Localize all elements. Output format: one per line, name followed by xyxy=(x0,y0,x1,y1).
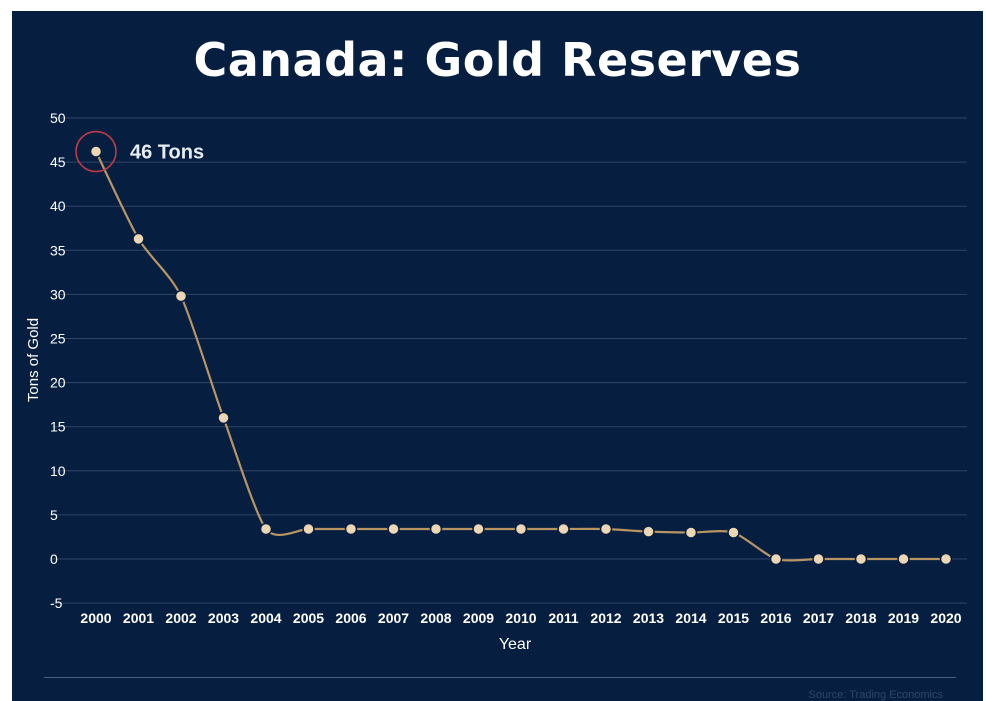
chart-card: Canada: Gold Reserves 50 45 40 35 30 25 20 15 10… xyxy=(12,11,983,701)
data-point-2007 xyxy=(387,522,400,536)
data-point-2004 xyxy=(259,522,273,536)
x-tick-label: 2000 xyxy=(80,610,111,626)
x-tick-label: 2002 xyxy=(165,610,196,626)
y-tick-label: 40 xyxy=(50,198,66,214)
footer-divider xyxy=(44,677,956,678)
data-point-2013 xyxy=(642,525,655,538)
y-tick-label: 35 xyxy=(50,242,66,258)
data-point-2014 xyxy=(684,526,698,539)
x-tick-label: 2017 xyxy=(803,610,834,626)
data-point-2015 xyxy=(727,526,740,539)
y-tick-label: 15 xyxy=(50,419,66,435)
series-line xyxy=(95,151,946,562)
x-tick-label: 2011 xyxy=(548,610,579,626)
x-axis-label: Year xyxy=(499,636,532,653)
data-point-2009 xyxy=(472,522,485,536)
x-tick-label: 2015 xyxy=(718,610,749,626)
data-point-2019 xyxy=(897,552,910,566)
y-tick-label: 5 xyxy=(50,507,58,523)
data-point-2017 xyxy=(812,552,825,566)
data-point-2006 xyxy=(344,522,358,536)
y-tick-label: 45 xyxy=(50,154,66,170)
data-point-2001 xyxy=(132,232,145,246)
x-tick-label: 2014 xyxy=(675,610,706,626)
y-tick-label: 30 xyxy=(50,286,66,302)
data-point-2016 xyxy=(769,552,783,566)
x-tick-label: 2012 xyxy=(590,610,621,626)
source-note: Source: Trading Economics xyxy=(808,689,943,701)
data-point-2012 xyxy=(599,522,613,536)
y-tick-label: 25 xyxy=(50,331,66,347)
grid-lines xyxy=(52,117,967,604)
x-tick-label: 2005 xyxy=(293,610,324,626)
y-tick-label: -5 xyxy=(50,595,63,611)
chart-title: Canada: Gold Reserves xyxy=(193,33,802,87)
highlight-ring xyxy=(75,130,117,173)
data-point-2020 xyxy=(939,552,953,566)
x-axis-ticks: 2000 2001 2002 2003 2004 2005 2006 2007 2008 2009… xyxy=(80,610,961,626)
x-tick-label: 2007 xyxy=(378,610,409,626)
y-tick-label: 0 xyxy=(50,551,58,567)
y-tick-label: 20 xyxy=(50,375,66,391)
data-point-2000 xyxy=(89,145,103,158)
data-point-2008 xyxy=(429,522,443,536)
x-tick-label: 2001 xyxy=(123,610,154,626)
y-tick-label: 50 xyxy=(50,110,66,126)
data-point-2010 xyxy=(514,522,528,536)
x-tick-label: 2013 xyxy=(633,610,664,626)
x-tick-label: 2010 xyxy=(505,610,536,626)
x-tick-label: 2020 xyxy=(930,610,961,626)
data-point-2003 xyxy=(217,411,230,425)
x-tick-label: 2006 xyxy=(335,610,366,626)
x-tick-label: 2009 xyxy=(463,610,494,626)
x-tick-label: 2016 xyxy=(760,610,791,626)
x-tick-label: 2004 xyxy=(250,610,281,626)
x-tick-label: 2019 xyxy=(888,610,919,626)
data-point-2005 xyxy=(302,522,315,536)
data-point-2002 xyxy=(174,289,188,303)
x-tick-label: 2008 xyxy=(420,610,451,626)
data-point-2011 xyxy=(557,522,570,536)
x-tick-label: 2018 xyxy=(845,610,876,626)
y-axis-label: Tons of Gold xyxy=(25,318,42,402)
annotation-label: 46 Tons xyxy=(130,142,204,164)
data-point-2018 xyxy=(854,552,868,566)
data-points xyxy=(89,145,953,566)
x-tick-label: 2003 xyxy=(208,610,239,626)
y-tick-label: 10 xyxy=(50,463,66,479)
